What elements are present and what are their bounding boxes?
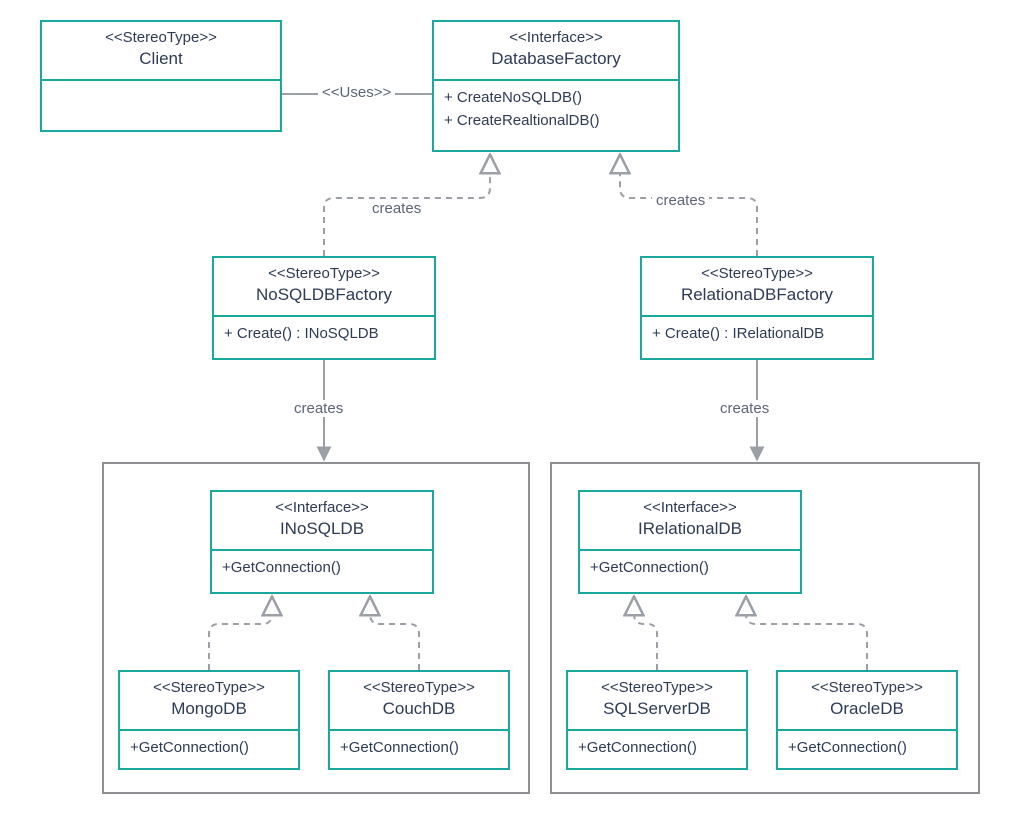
edge-label-creates-nr: creates [652, 192, 709, 209]
class-section: + Create() : IRelationalDB [642, 315, 872, 352]
class-couchdb: <<StereoType>>CouchDB +GetConnection() [328, 670, 510, 770]
class-name: CouchDB [338, 698, 500, 721]
class-sqlserverdb: <<StereoType>>SQLServerDB +GetConnection(… [566, 670, 748, 770]
class-section [42, 79, 280, 101]
class-section: +GetConnection() [568, 729, 746, 766]
stereotype-label: <<StereoType>> [50, 28, 272, 48]
stereotype-label: <<Interface>> [442, 28, 670, 48]
stereotype-label: <<StereoType>> [128, 678, 290, 698]
class-section: +GetConnection() [580, 549, 800, 586]
class-name: IRelationalDB [588, 518, 792, 541]
stereotype-label: <<StereoType>> [222, 264, 426, 284]
class-name: RelationaDBFactory [650, 284, 864, 307]
class-name: NoSQLDBFactory [222, 284, 426, 307]
class-section: + CreateNoSQLDB()+ CreateRealtionalDB() [434, 79, 678, 138]
edge-label-creates-br: creates [716, 400, 773, 417]
class-inosqldb: <<Interface>>INoSQLDB +GetConnection() [210, 490, 434, 594]
edge-label-creates-bl: creates [290, 400, 347, 417]
class-relationadbfactory: <<StereoType>>RelationaDBFactory + Create… [640, 256, 874, 360]
class-name: OracleDB [786, 698, 948, 721]
stereotype-label: <<Interface>> [588, 498, 792, 518]
stereotype-label: <<StereoType>> [576, 678, 738, 698]
edge-label-uses: <<Uses>> [318, 84, 395, 101]
class-section: +GetConnection() [778, 729, 956, 766]
class-name: MongoDB [128, 698, 290, 721]
class-irelationaldb: <<Interface>>IRelationalDB +GetConnection… [578, 490, 802, 594]
stereotype-label: <<StereoType>> [338, 678, 500, 698]
class-nosqldbfactory: <<StereoType>>NoSQLDBFactory + Create() :… [212, 256, 436, 360]
class-section: + Create() : INoSQLDB [214, 315, 434, 352]
class-databasefactory: <<Interface>>DatabaseFactory + CreateNoSQ… [432, 20, 680, 152]
class-section: +GetConnection() [120, 729, 298, 766]
stereotype-label: <<Interface>> [220, 498, 424, 518]
stereotype-label: <<StereoType>> [650, 264, 864, 284]
class-name: Client [50, 48, 272, 71]
class-section: +GetConnection() [330, 729, 508, 766]
uml-canvas: <<StereoType>>Client <<Interface>>Databa… [0, 0, 1024, 828]
class-mongodb: <<StereoType>>MongoDB +GetConnection() [118, 670, 300, 770]
class-section: +GetConnection() [212, 549, 432, 586]
stereotype-label: <<StereoType>> [786, 678, 948, 698]
class-client: <<StereoType>>Client [40, 20, 282, 132]
class-name: DatabaseFactory [442, 48, 670, 71]
class-name: SQLServerDB [576, 698, 738, 721]
class-name: INoSQLDB [220, 518, 424, 541]
class-oracledb: <<StereoType>>OracleDB +GetConnection() [776, 670, 958, 770]
edge-label-creates-nl: creates [368, 200, 425, 217]
